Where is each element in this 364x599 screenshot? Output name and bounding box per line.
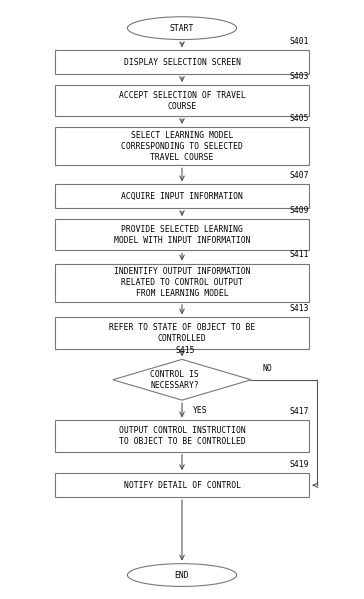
FancyBboxPatch shape (55, 127, 309, 165)
FancyBboxPatch shape (55, 473, 309, 497)
Text: END: END (175, 570, 189, 580)
FancyBboxPatch shape (55, 264, 309, 302)
Text: ACCEPT SELECTION OF TRAVEL
COURSE: ACCEPT SELECTION OF TRAVEL COURSE (119, 90, 245, 111)
Text: START: START (170, 23, 194, 33)
Text: S411: S411 (290, 250, 309, 259)
Ellipse shape (127, 564, 237, 586)
Text: REFER TO STATE OF OBJECT TO BE
CONTROLLED: REFER TO STATE OF OBJECT TO BE CONTROLLE… (109, 323, 255, 343)
Text: S415: S415 (176, 346, 195, 355)
FancyBboxPatch shape (55, 184, 309, 208)
Text: OUTPUT CONTROL INSTRUCTION
TO OBJECT TO BE CONTROLLED: OUTPUT CONTROL INSTRUCTION TO OBJECT TO … (119, 426, 245, 446)
Ellipse shape (127, 17, 237, 40)
Text: S407: S407 (290, 171, 309, 180)
FancyBboxPatch shape (55, 85, 309, 116)
Text: CONTROL IS
NECESSARY?: CONTROL IS NECESSARY? (150, 370, 199, 390)
Polygon shape (113, 359, 251, 400)
Text: INDENTIFY OUTPUT INFORMATION
RELATED TO CONTROL OUTPUT
FROM LEARNING MODEL: INDENTIFY OUTPUT INFORMATION RELATED TO … (114, 267, 250, 298)
Text: S409: S409 (290, 206, 309, 215)
Text: S405: S405 (290, 114, 309, 123)
Text: SELECT LEARNING MODEL
CORRESPONDING TO SELECTED
TRAVEL COURSE: SELECT LEARNING MODEL CORRESPONDING TO S… (121, 131, 243, 162)
Text: S413: S413 (290, 304, 309, 313)
Text: S401: S401 (290, 37, 309, 46)
FancyBboxPatch shape (55, 317, 309, 349)
Text: NO: NO (262, 364, 272, 373)
FancyBboxPatch shape (55, 219, 309, 250)
FancyBboxPatch shape (55, 50, 309, 74)
Text: YES: YES (193, 406, 207, 415)
Text: PROVIDE SELECTED LEARNING
MODEL WITH INPUT INFORMATION: PROVIDE SELECTED LEARNING MODEL WITH INP… (114, 225, 250, 245)
Text: DISPLAY SELECTION SCREEN: DISPLAY SELECTION SCREEN (123, 58, 241, 67)
Text: S417: S417 (290, 407, 309, 416)
Text: S419: S419 (290, 460, 309, 469)
FancyBboxPatch shape (55, 420, 309, 452)
Text: NOTIFY DETAIL OF CONTROL: NOTIFY DETAIL OF CONTROL (123, 480, 241, 490)
Text: ACQUIRE INPUT INFORMATION: ACQUIRE INPUT INFORMATION (121, 192, 243, 201)
Text: S403: S403 (290, 72, 309, 81)
